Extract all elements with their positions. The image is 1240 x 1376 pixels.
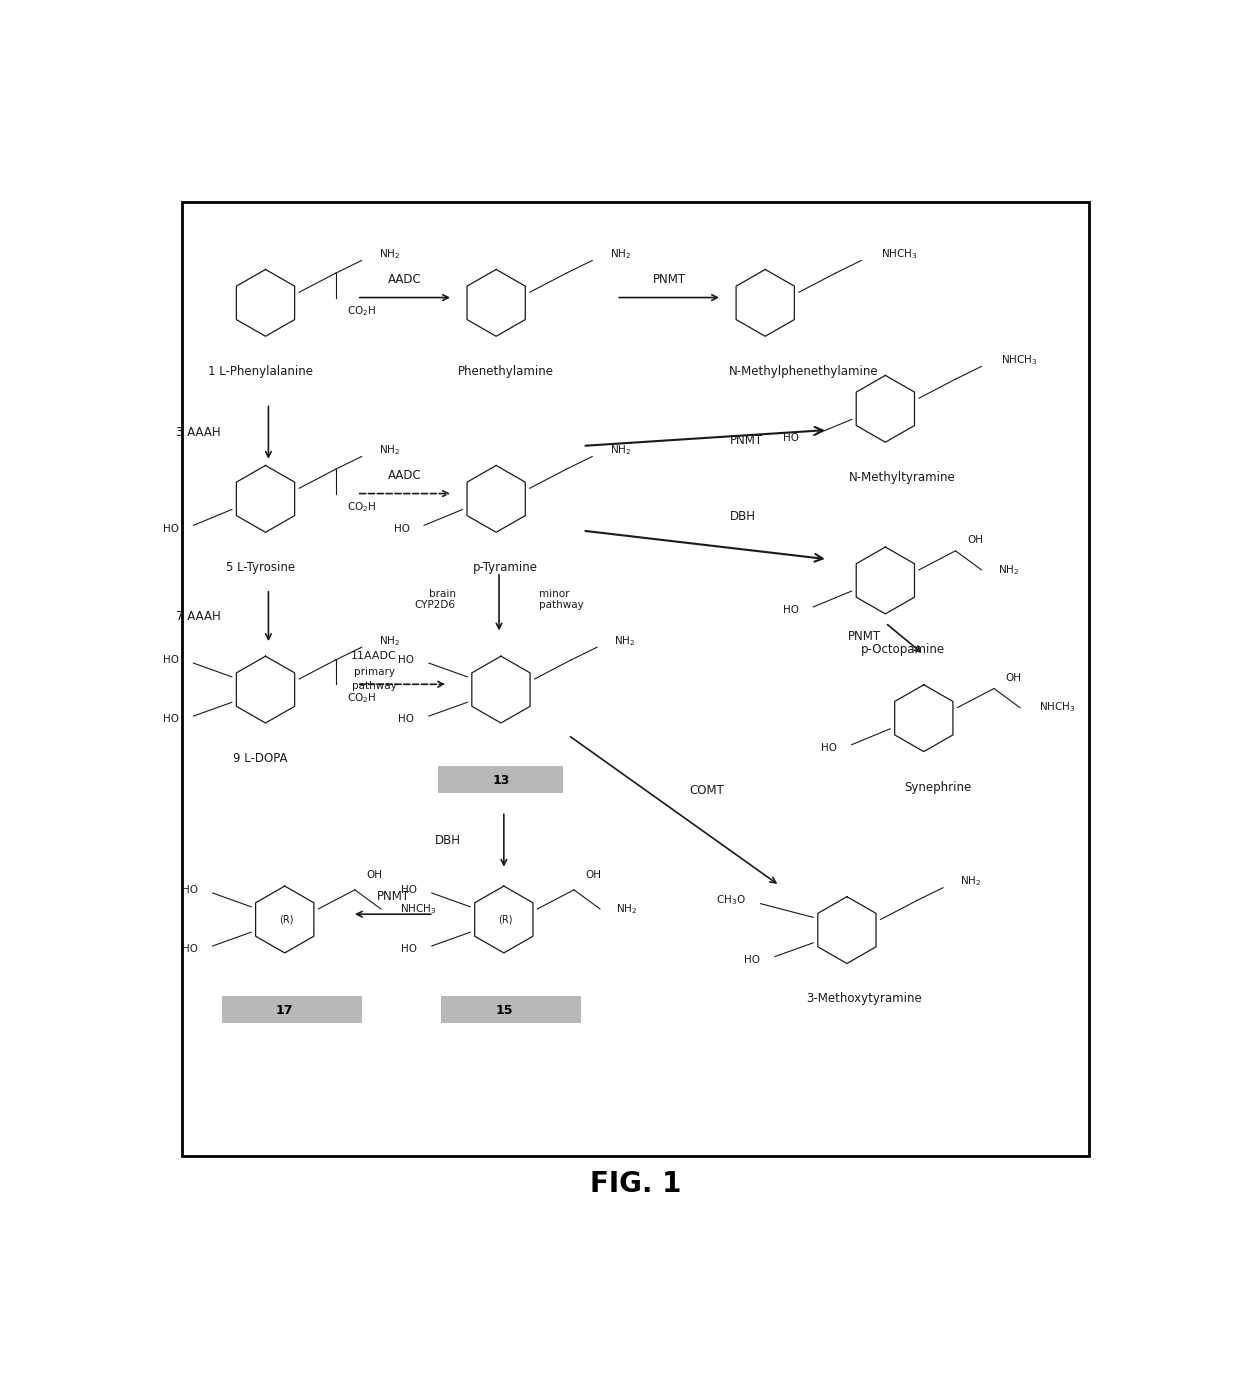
Text: NH$_2$: NH$_2$ — [379, 248, 401, 261]
Text: CO$_2$H: CO$_2$H — [347, 304, 377, 318]
Text: Synephrine: Synephrine — [905, 780, 972, 794]
FancyBboxPatch shape — [222, 996, 362, 1024]
Text: PNMT: PNMT — [652, 272, 686, 286]
Text: Phenethylamine: Phenethylamine — [458, 365, 554, 378]
Text: HO: HO — [162, 714, 179, 724]
FancyBboxPatch shape — [439, 766, 563, 794]
Text: 1 L-Phenylalanine: 1 L-Phenylalanine — [208, 365, 314, 378]
Text: minor
pathway: minor pathway — [539, 589, 584, 611]
Text: brain
CYP2D6: brain CYP2D6 — [415, 589, 456, 611]
Text: NHCH$_3$: NHCH$_3$ — [1039, 700, 1075, 714]
Text: HO: HO — [182, 885, 198, 894]
Text: NH$_2$: NH$_2$ — [610, 443, 631, 457]
Text: 13: 13 — [492, 775, 510, 787]
Text: DBH: DBH — [434, 834, 460, 846]
Text: NH$_2$: NH$_2$ — [616, 903, 637, 916]
Text: NHCH$_3$: NHCH$_3$ — [1001, 354, 1037, 367]
Text: NHCH$_3$: NHCH$_3$ — [401, 903, 436, 916]
Text: CO$_2$H: CO$_2$H — [347, 691, 377, 705]
Text: OH: OH — [585, 870, 601, 881]
Text: HO: HO — [398, 655, 414, 665]
Text: OH: OH — [1006, 673, 1022, 682]
Text: pathway: pathway — [352, 681, 397, 691]
Text: 9 L-DOPA: 9 L-DOPA — [233, 751, 288, 765]
Text: CO$_2$H: CO$_2$H — [347, 501, 377, 515]
Text: DBH: DBH — [729, 510, 755, 523]
Text: FIG. 1: FIG. 1 — [590, 1171, 681, 1198]
Text: NH$_2$: NH$_2$ — [614, 634, 635, 648]
Text: AADC: AADC — [388, 272, 422, 286]
Text: PNMT: PNMT — [729, 433, 763, 447]
Text: OH: OH — [967, 535, 983, 545]
Text: (R): (R) — [498, 915, 513, 925]
Text: NH$_2$: NH$_2$ — [610, 248, 631, 261]
Text: NH$_2$: NH$_2$ — [998, 563, 1019, 577]
Text: NH$_2$: NH$_2$ — [379, 634, 401, 648]
Text: HO: HO — [744, 955, 760, 965]
Text: N-Methyltyramine: N-Methyltyramine — [849, 471, 956, 484]
Text: HO: HO — [402, 944, 418, 954]
Text: OH: OH — [367, 870, 382, 881]
Text: HO: HO — [782, 605, 799, 615]
Text: N-Methylphenethylamine: N-Methylphenethylamine — [729, 365, 878, 378]
Text: COMT: COMT — [689, 784, 724, 797]
Text: 3 AAAH: 3 AAAH — [176, 425, 221, 439]
Text: HO: HO — [782, 433, 799, 443]
Text: primary: primary — [353, 666, 394, 677]
Text: 17: 17 — [277, 1004, 294, 1017]
Text: HO: HO — [402, 885, 418, 894]
Text: p-Octopamine: p-Octopamine — [861, 643, 945, 656]
Text: HO: HO — [162, 655, 179, 665]
Text: HO: HO — [162, 523, 179, 534]
Text: 15: 15 — [495, 1004, 512, 1017]
Text: NH$_2$: NH$_2$ — [960, 875, 981, 889]
Text: (R): (R) — [279, 915, 294, 925]
Text: AADC: AADC — [388, 469, 422, 482]
Text: HO: HO — [182, 944, 198, 954]
Text: HO: HO — [393, 523, 409, 534]
Text: CH$_3$O: CH$_3$O — [717, 893, 746, 907]
Text: NH$_2$: NH$_2$ — [379, 443, 401, 457]
Text: 11AADC: 11AADC — [351, 651, 397, 660]
Text: p-Tyramine: p-Tyramine — [474, 561, 538, 574]
Text: 5 L-Tyrosine: 5 L-Tyrosine — [226, 561, 295, 574]
Text: PNMT: PNMT — [847, 630, 880, 643]
Text: PNMT: PNMT — [377, 890, 410, 903]
FancyBboxPatch shape — [441, 996, 580, 1024]
Text: NHCH$_3$: NHCH$_3$ — [880, 248, 916, 261]
Text: 7 AAAH: 7 AAAH — [176, 610, 221, 623]
Text: 3-Methoxytyramine: 3-Methoxytyramine — [806, 992, 923, 1006]
Text: HO: HO — [398, 714, 414, 724]
Text: HO: HO — [821, 743, 837, 753]
